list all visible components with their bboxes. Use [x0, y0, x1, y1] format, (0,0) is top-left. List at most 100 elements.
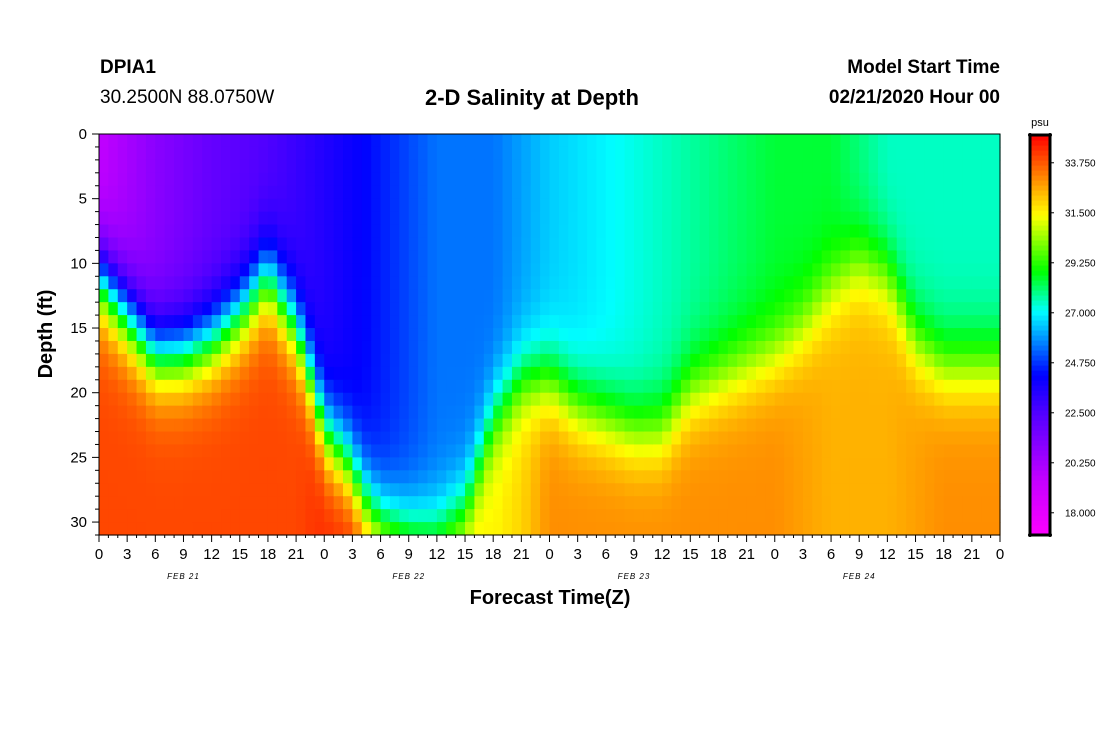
heatmap-cell — [511, 509, 522, 523]
heatmap-cell — [418, 392, 429, 407]
heatmap-cell — [915, 263, 926, 277]
heatmap-cell — [540, 457, 551, 471]
heatmap-cell — [465, 289, 476, 303]
heatmap-cell — [155, 276, 166, 290]
heatmap-cell — [868, 496, 879, 510]
heatmap-cell — [286, 289, 297, 303]
colorbar-step — [1030, 385, 1050, 391]
heatmap-cell — [755, 522, 766, 536]
heatmap-cell — [530, 250, 541, 264]
heatmap-cell — [699, 302, 710, 316]
heatmap-cell — [183, 250, 194, 264]
heatmap-cell — [680, 496, 691, 510]
heatmap-cell — [662, 263, 673, 277]
heatmap-cell — [483, 353, 494, 368]
heatmap-cell — [202, 522, 213, 536]
colorbar-step — [1030, 205, 1050, 211]
heatmap-cell — [690, 134, 701, 148]
heatmap-cell — [136, 470, 147, 484]
heatmap-cell — [680, 134, 691, 148]
heatmap-cell — [540, 509, 551, 523]
heatmap-cell — [164, 340, 175, 355]
heatmap-cell — [943, 392, 954, 407]
heatmap-cell — [971, 470, 982, 484]
heatmap-cell — [511, 444, 522, 458]
heatmap-cell — [868, 276, 879, 290]
heatmap-cell — [915, 276, 926, 290]
heatmap-cell — [324, 392, 335, 407]
heatmap-cell — [831, 172, 842, 187]
heatmap-cell — [596, 250, 607, 264]
heatmap-cell — [793, 134, 804, 148]
heatmap-cell — [718, 379, 729, 394]
heatmap-cell — [774, 328, 785, 342]
heatmap-cell — [352, 418, 363, 433]
heatmap-cell — [596, 211, 607, 226]
heatmap-cell — [296, 328, 307, 342]
heatmap-cell — [680, 483, 691, 497]
heatmap-cell — [840, 431, 851, 446]
heatmap-cell — [502, 211, 513, 226]
heatmap-cell — [314, 134, 325, 148]
heatmap-cell — [136, 315, 147, 329]
heatmap-cell — [605, 172, 616, 187]
heatmap-cell — [230, 302, 241, 316]
heatmap-cell — [746, 185, 757, 200]
heatmap-cell — [812, 289, 823, 303]
colorbar-step — [1030, 495, 1050, 501]
heatmap-cell — [296, 457, 307, 471]
heatmap-cell — [793, 340, 804, 355]
heatmap-cell — [267, 405, 278, 420]
heatmap-cell — [258, 353, 269, 368]
heatmap-cell — [511, 211, 522, 226]
heatmap-cell — [249, 509, 260, 523]
heatmap-cell — [962, 146, 973, 161]
heatmap-cell — [737, 405, 748, 420]
heatmap-cell — [324, 353, 335, 368]
heatmap-cell — [840, 263, 851, 277]
heatmap-cell — [887, 159, 898, 174]
heatmap-cell — [99, 431, 109, 446]
heatmap-cell — [474, 198, 485, 213]
heatmap-cell — [108, 276, 119, 290]
heatmap-cell — [502, 159, 513, 174]
heatmap-cell — [343, 185, 354, 200]
heatmap-cell — [718, 509, 729, 523]
heatmap-cell — [418, 457, 429, 471]
heatmap-cell — [324, 250, 335, 264]
heatmap-cell — [558, 496, 569, 510]
heatmap-cell — [699, 185, 710, 200]
heatmap-cell — [709, 431, 720, 446]
heatmap-cell — [633, 340, 644, 355]
heatmap-cell — [605, 444, 616, 458]
heatmap-cell — [239, 276, 250, 290]
heatmap-cell — [239, 328, 250, 342]
heatmap-cell — [361, 276, 372, 290]
heatmap-cell — [502, 470, 513, 484]
heatmap-cell — [108, 496, 119, 510]
heatmap-cell — [361, 250, 372, 264]
colorbar-step — [1030, 190, 1050, 196]
heatmap-cell — [230, 172, 241, 187]
heatmap-cell — [727, 392, 738, 407]
heatmap-cell — [924, 276, 935, 290]
heatmap-cell — [183, 224, 194, 239]
heatmap-cell — [558, 289, 569, 303]
heatmap-cell — [211, 185, 222, 200]
colorbar-step — [1030, 175, 1050, 181]
heatmap-cell — [249, 392, 260, 407]
heatmap-cell — [643, 198, 654, 213]
heatmap-cell — [709, 379, 720, 394]
heatmap-cell — [849, 146, 860, 161]
heatmap-cell — [812, 496, 823, 510]
heatmap-cell — [399, 315, 410, 329]
heatmap-cell — [624, 405, 635, 420]
heatmap-cell — [361, 237, 372, 252]
heatmap-cell — [333, 198, 344, 213]
heatmap-cell — [211, 340, 222, 355]
heatmap-cell — [906, 289, 917, 303]
heatmap-cell — [221, 522, 231, 536]
heatmap-cell — [924, 146, 935, 161]
heatmap-cell — [389, 146, 400, 161]
heatmap-cell — [662, 159, 673, 174]
